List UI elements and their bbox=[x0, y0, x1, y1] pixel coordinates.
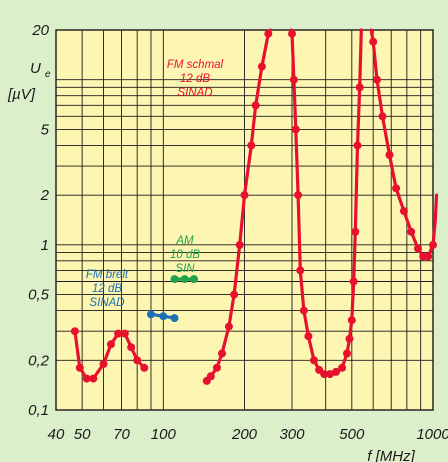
x-tick-label: 300 bbox=[279, 426, 305, 443]
data-point-fm-schmal bbox=[235, 240, 244, 249]
x-tick-label: 40 bbox=[48, 426, 65, 443]
fm-breit-label-line-1: FM breit bbox=[86, 269, 129, 281]
x-axis-label: f [MHz] bbox=[367, 448, 415, 462]
series-layer bbox=[70, 28, 439, 385]
y-axis-label: U e bbox=[30, 60, 51, 80]
data-point-fm-breit bbox=[159, 312, 168, 321]
fm-schmal-label-line-2: 12 dB bbox=[180, 73, 210, 85]
data-point-fm-schmal bbox=[99, 360, 108, 368]
data-point-fm-schmal bbox=[392, 184, 401, 193]
y-tick-label: 0,1 bbox=[28, 402, 49, 419]
y-tick-labels: 0,1 0,2 0,5 1 2 5 20 bbox=[28, 22, 50, 419]
data-point-fm-schmal bbox=[310, 356, 318, 365]
data-point-fm-schmal bbox=[140, 363, 149, 372]
data-point-fm-schmal bbox=[373, 75, 381, 84]
data-point-fm-schmal bbox=[351, 227, 360, 236]
x-tick-label: 500 bbox=[339, 426, 365, 443]
data-point-fm-schmal bbox=[407, 227, 416, 236]
data-point-fm-schmal bbox=[299, 306, 308, 315]
plot-frame bbox=[55, 29, 434, 411]
data-point-fm-schmal bbox=[75, 363, 84, 372]
data-point-fm-schmal bbox=[343, 349, 351, 358]
data-point-fm-schmal bbox=[257, 62, 266, 71]
data-point-fm-schmal bbox=[304, 332, 313, 341]
data-point-fm-schmal bbox=[294, 191, 303, 200]
data-point-fm-schmal bbox=[82, 374, 91, 383]
data-point-fm-schmal bbox=[289, 75, 298, 84]
x-tick-label: 50 bbox=[74, 426, 91, 443]
data-point-am bbox=[170, 275, 179, 284]
data-point-fm-schmal bbox=[338, 363, 347, 372]
data-point-fm-schmal bbox=[206, 372, 215, 381]
y-axis-unit: [µV] bbox=[7, 86, 36, 103]
data-point-fm-schmal bbox=[120, 329, 129, 338]
data-point-fm-schmal bbox=[264, 29, 273, 38]
data-point-fm-schmal bbox=[251, 101, 260, 110]
data-point-fm-schmal bbox=[218, 349, 226, 358]
data-point-fm-schmal bbox=[127, 343, 136, 352]
data-point-fm-schmal bbox=[291, 125, 300, 134]
data-point-fm-schmal bbox=[424, 252, 433, 261]
data-point-fm-schmal bbox=[429, 240, 437, 249]
data-point-fm-schmal bbox=[332, 367, 340, 376]
data-point-fm-schmal bbox=[320, 370, 329, 379]
data-point-fm-schmal bbox=[326, 370, 334, 379]
data-point-fm-schmal bbox=[212, 363, 221, 372]
data-point-fm-schmal bbox=[89, 374, 98, 383]
am-label-line-1: AM bbox=[175, 235, 194, 247]
data-point-fm-schmal bbox=[378, 112, 387, 121]
data-point-fm-schmal bbox=[296, 266, 305, 275]
data-point-fm-schmal bbox=[349, 277, 358, 286]
data-point-fm-schmal bbox=[345, 334, 354, 343]
data-point-fm-schmal bbox=[247, 141, 256, 150]
y-axis-label-main: U bbox=[30, 60, 41, 77]
data-point-fm-schmal bbox=[240, 191, 249, 200]
data-point-fm-schmal bbox=[385, 151, 394, 159]
fm-breit-label-line-3: SINAD bbox=[89, 297, 124, 309]
data-point-am bbox=[180, 275, 189, 284]
data-point-fm-schmal bbox=[347, 316, 356, 325]
x-tick-label: 200 bbox=[231, 426, 258, 443]
data-point-fm-schmal bbox=[414, 244, 422, 253]
data-point-fm-schmal bbox=[70, 327, 79, 336]
x-tick-labels: 40 50 70 100 200 300 500 1000 bbox=[48, 426, 448, 443]
annotations: FM schmal 12 dB SINAD FM breit 12 dB SIN… bbox=[86, 59, 224, 309]
y-tick-label: 0,2 bbox=[28, 352, 50, 369]
x-tick-label: 70 bbox=[113, 426, 130, 443]
fm-schmal-label-line-3: SINAD bbox=[177, 87, 212, 99]
data-point-fm-breit bbox=[147, 310, 155, 319]
am-label-line-2: 10 dB bbox=[170, 249, 200, 261]
x-tick-label: 100 bbox=[151, 426, 177, 443]
y-tick-label: 2 bbox=[40, 187, 50, 204]
data-point-fm-schmal bbox=[114, 329, 123, 338]
data-point-fm-schmal bbox=[353, 141, 362, 150]
data-point-fm-schmal bbox=[230, 290, 239, 299]
y-axis-label-sub: e bbox=[45, 69, 51, 80]
data-point-fm-schmal bbox=[288, 29, 296, 38]
fm-breit-label-line-2: 12 dB bbox=[92, 283, 122, 295]
fm-schmal-label-line-1: FM schmal bbox=[167, 59, 224, 71]
am-label-line-3: SIN bbox=[175, 263, 195, 275]
data-point-fm-schmal bbox=[133, 356, 142, 365]
y-tick-label: 0,5 bbox=[28, 287, 50, 304]
data-point-fm-schmal bbox=[224, 322, 233, 331]
data-point-fm-breit bbox=[170, 314, 179, 323]
data-point-fm-schmal bbox=[107, 340, 115, 349]
y-tick-label: 5 bbox=[41, 121, 50, 138]
y-tick-label: 1 bbox=[41, 237, 49, 254]
data-point-fm-schmal bbox=[355, 83, 364, 92]
x-tick-label: 1000 bbox=[416, 426, 448, 443]
data-point-fm-schmal bbox=[369, 37, 378, 46]
data-point-fm-schmal bbox=[399, 207, 408, 216]
y-tick-label: 20 bbox=[31, 22, 49, 39]
data-point-am bbox=[190, 275, 198, 284]
